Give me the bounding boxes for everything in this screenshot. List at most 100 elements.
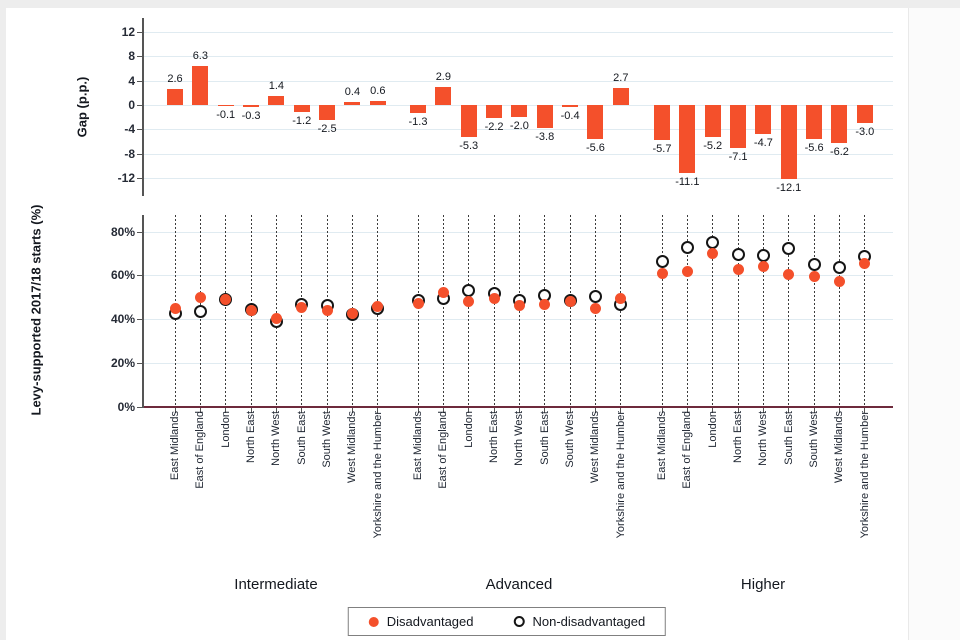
gap-gridline bbox=[143, 31, 893, 33]
non-disadvantaged-marker bbox=[462, 283, 476, 297]
non-disadvantaged-marker bbox=[588, 289, 602, 303]
disadvantaged-marker bbox=[681, 266, 693, 278]
category-dropline bbox=[788, 215, 790, 407]
category-dropline bbox=[569, 215, 571, 407]
disadvantaged-marker bbox=[589, 302, 601, 314]
gap-bar bbox=[511, 104, 528, 118]
non-disadvantaged-circle-icon bbox=[513, 616, 525, 627]
legend-label-non-disadvantaged: Non-disadvantaged bbox=[532, 614, 646, 629]
category-axis-tick bbox=[326, 407, 328, 413]
region-tick-label: North West bbox=[513, 411, 526, 466]
gap-bar-value-label: -12.1 bbox=[776, 181, 802, 194]
starts-y-tick-label: 40% bbox=[110, 312, 135, 327]
non-disadvantaged-marker bbox=[782, 241, 796, 255]
gap-bar-value-label: -0.1 bbox=[216, 108, 236, 121]
gap-bar bbox=[654, 104, 670, 140]
region-tick-label: West Midlands bbox=[833, 411, 846, 483]
gap-bar bbox=[612, 88, 629, 105]
category-axis-tick bbox=[351, 407, 353, 413]
group-label-intermediate: Intermediate bbox=[234, 576, 318, 593]
category-axis-tick bbox=[199, 407, 201, 413]
region-tick-label: South East bbox=[538, 411, 551, 465]
category-axis-tick bbox=[225, 407, 227, 413]
gap-y-tick-label: -8 bbox=[124, 146, 135, 161]
category-dropline bbox=[620, 215, 622, 407]
gap-y-tick bbox=[137, 80, 143, 82]
region-tick-label: East of England bbox=[194, 411, 207, 489]
gap-axis-title: Gap (p.p.) bbox=[74, 76, 90, 138]
starts-y-axis-line bbox=[142, 215, 144, 408]
gap-bar bbox=[369, 101, 386, 105]
gap-bar bbox=[806, 104, 823, 140]
starts-axis-title: Levy-supported 2017/18 starts (%) bbox=[28, 204, 44, 416]
non-disadvantaged-marker bbox=[193, 304, 207, 318]
gap-bar-value-label: -2.0 bbox=[509, 120, 529, 133]
gap-bar-value-label: -0.3 bbox=[241, 109, 261, 122]
region-tick-label: West Midlands bbox=[346, 411, 359, 483]
region-tick-label: North West bbox=[270, 411, 283, 466]
region-tick-label: London bbox=[706, 411, 719, 448]
category-axis-tick bbox=[594, 407, 596, 413]
gap-bar bbox=[167, 89, 183, 105]
disadvantaged-marker bbox=[859, 257, 871, 269]
disadvantaged-marker bbox=[463, 296, 475, 308]
gap-bar-value-label: -5.6 bbox=[804, 142, 824, 155]
gap-bar-value-label: 0.4 bbox=[344, 86, 361, 99]
group-label-advanced: Advanced bbox=[485, 576, 553, 593]
legend-label-disadvantaged: Disadvantaged bbox=[386, 614, 474, 629]
gap-y-tick-label: -12 bbox=[117, 171, 135, 186]
gap-bar bbox=[562, 104, 579, 108]
starts-y-tick bbox=[137, 319, 143, 321]
category-axis-tick bbox=[838, 407, 840, 413]
category-dropline bbox=[864, 215, 866, 407]
disadvantaged-marker bbox=[346, 307, 358, 319]
gap-gridline bbox=[143, 178, 893, 180]
gap-gridline bbox=[143, 153, 893, 155]
disadvantaged-marker bbox=[732, 264, 744, 276]
region-tick-label: South West bbox=[321, 411, 334, 468]
gap-bar bbox=[755, 104, 772, 134]
gap-bar-value-label: -7.1 bbox=[728, 151, 748, 164]
starts-y-tick bbox=[137, 231, 143, 233]
page-edge-right-divider bbox=[908, 8, 909, 640]
disadvantaged-marker bbox=[513, 299, 525, 311]
gap-y-tick-label: 8 bbox=[128, 49, 135, 64]
region-tick-label: West Midlands bbox=[589, 411, 602, 483]
region-tick-label: East of England bbox=[681, 411, 694, 489]
gap-bar-value-label: -1.3 bbox=[408, 115, 428, 128]
region-tick-label: North West bbox=[757, 411, 770, 466]
starts-y-tick-label: 60% bbox=[110, 268, 135, 283]
region-tick-label: East Midlands bbox=[169, 411, 181, 481]
gap-bar bbox=[730, 104, 747, 149]
category-axis-tick bbox=[442, 407, 444, 413]
starts-y-tick-label: 0% bbox=[117, 399, 135, 414]
gap-y-tick-label: -4 bbox=[124, 122, 135, 137]
group-label-higher: Higher bbox=[740, 576, 786, 593]
gap-bar bbox=[192, 66, 209, 105]
gap-bar bbox=[831, 104, 848, 143]
category-dropline bbox=[275, 215, 277, 407]
gap-bar-value-label: 6.3 bbox=[192, 50, 208, 63]
region-tick-label: South West bbox=[564, 411, 577, 468]
region-tick-label: South East bbox=[782, 411, 795, 465]
disadvantaged-marker bbox=[194, 291, 206, 303]
gap-bar bbox=[486, 104, 503, 119]
disadvantaged-marker bbox=[169, 302, 181, 314]
disadvantaged-marker bbox=[615, 292, 627, 304]
disadvantaged-marker bbox=[808, 270, 820, 282]
category-dropline bbox=[493, 215, 495, 407]
non-disadvantaged-marker bbox=[680, 241, 694, 255]
category-axis-tick bbox=[661, 407, 663, 413]
category-axis-tick bbox=[468, 407, 470, 413]
category-axis-tick bbox=[788, 407, 790, 413]
page-edge-right bbox=[909, 8, 960, 640]
starts-gridline bbox=[143, 362, 893, 364]
category-axis-tick bbox=[569, 407, 571, 413]
legend-item-disadvantaged: Disadvantaged bbox=[368, 614, 474, 629]
category-axis-tick bbox=[737, 407, 739, 413]
disadvantaged-marker bbox=[757, 260, 769, 272]
category-dropline bbox=[737, 215, 739, 407]
category-dropline bbox=[712, 215, 714, 407]
gap-bar-value-label: -5.6 bbox=[585, 142, 605, 155]
category-axis-tick bbox=[301, 407, 303, 413]
